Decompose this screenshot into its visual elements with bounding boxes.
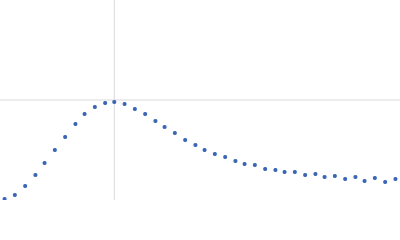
point	[122, 102, 127, 106]
point	[292, 170, 297, 174]
point	[202, 148, 207, 152]
point	[313, 172, 318, 176]
point	[153, 119, 158, 123]
point	[282, 170, 287, 174]
point	[63, 135, 68, 139]
page: {"chart_data": {"type": "scatter", "colo…	[0, 0, 400, 200]
point	[52, 148, 57, 152]
point	[143, 112, 148, 116]
point	[132, 107, 137, 111]
point	[2, 197, 7, 200]
point	[242, 162, 247, 166]
point	[162, 125, 167, 129]
point	[362, 179, 367, 183]
point	[322, 175, 327, 179]
point	[273, 168, 278, 172]
point	[33, 173, 38, 177]
point	[112, 100, 117, 104]
chart	[0, 0, 400, 200]
point	[193, 143, 198, 147]
point	[252, 163, 257, 167]
point	[212, 152, 217, 156]
point	[103, 101, 108, 105]
point	[82, 112, 87, 116]
point	[23, 184, 28, 188]
point	[223, 155, 228, 159]
point	[263, 167, 268, 171]
point	[332, 174, 337, 178]
point	[12, 193, 17, 197]
point	[353, 175, 358, 179]
point	[233, 159, 238, 163]
point	[73, 122, 78, 126]
point	[42, 161, 47, 165]
point	[183, 138, 188, 142]
point	[393, 177, 398, 181]
point	[372, 176, 377, 180]
point	[303, 173, 308, 177]
point	[383, 180, 388, 184]
point	[92, 105, 97, 109]
point	[343, 177, 348, 181]
point	[172, 131, 177, 135]
